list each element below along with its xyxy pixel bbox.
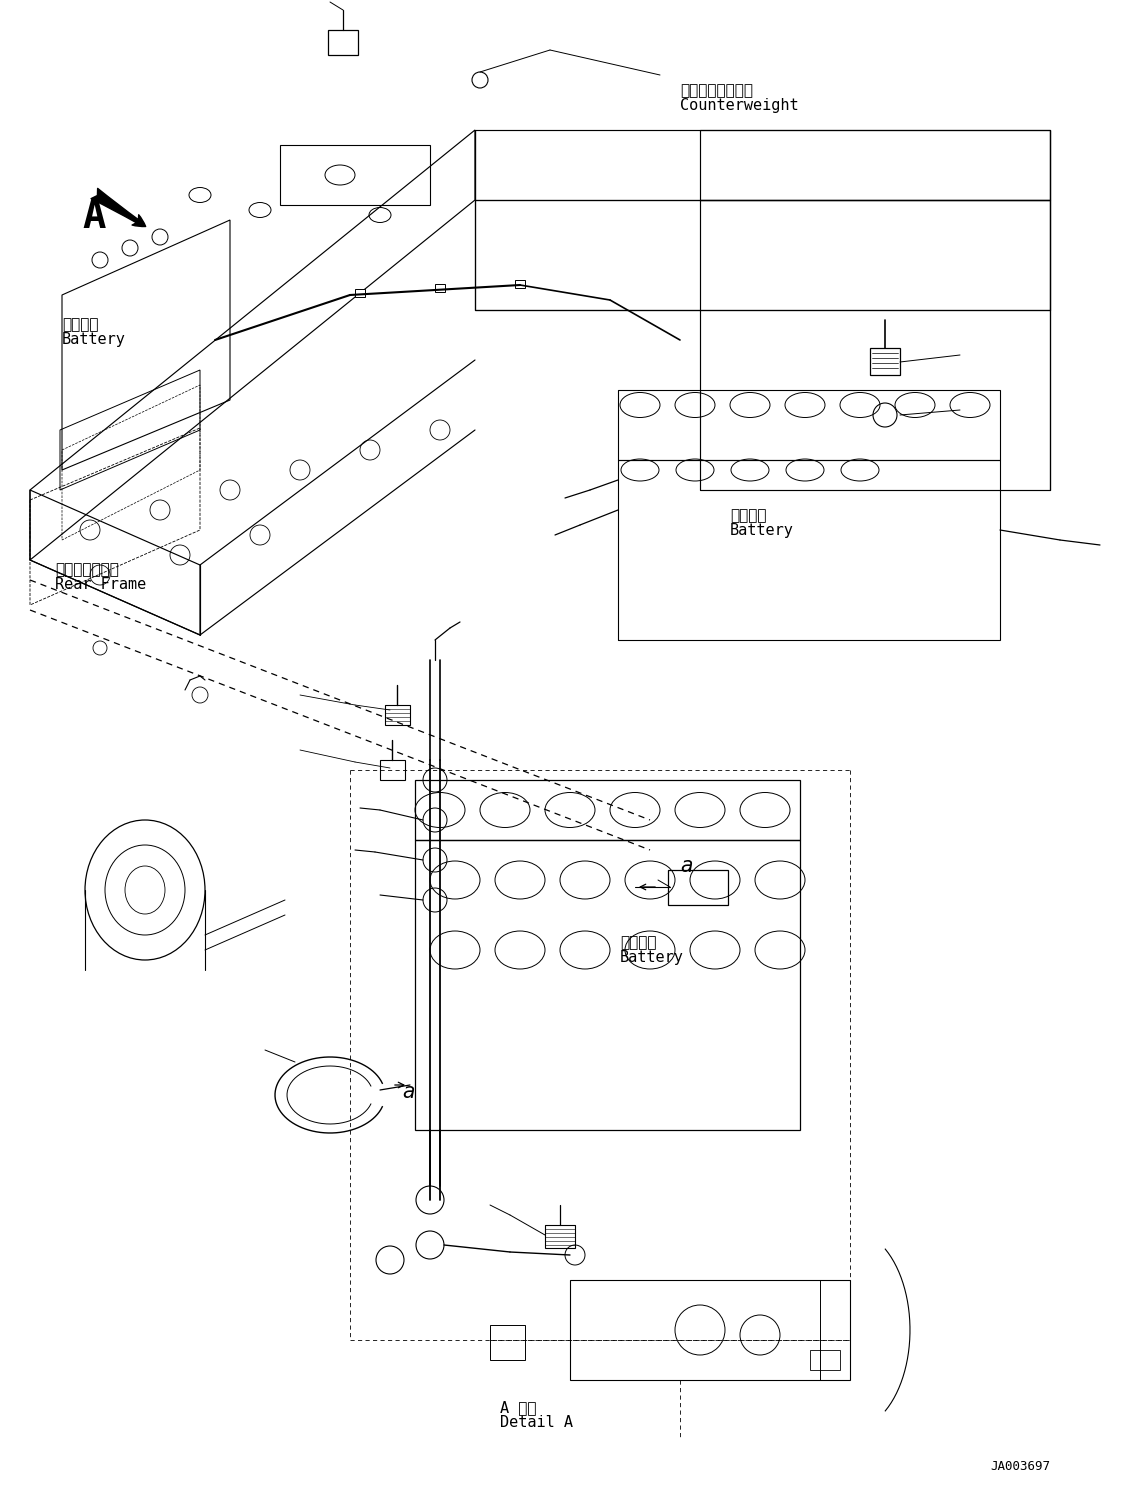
- Text: バッテリ: バッテリ: [62, 318, 98, 332]
- Text: Battery: Battery: [730, 523, 794, 538]
- Polygon shape: [379, 760, 405, 780]
- Polygon shape: [545, 1226, 575, 1248]
- FancyBboxPatch shape: [355, 289, 365, 297]
- Text: Battery: Battery: [620, 950, 684, 965]
- FancyBboxPatch shape: [435, 283, 445, 292]
- Text: a: a: [402, 1082, 415, 1102]
- Text: A: A: [82, 198, 105, 236]
- Text: リヤーフレーム: リヤーフレーム: [55, 562, 119, 577]
- Text: a: a: [680, 856, 693, 877]
- Text: Rear Frame: Rear Frame: [55, 577, 146, 592]
- Text: Detail A: Detail A: [499, 1415, 573, 1430]
- Text: カウンタウェイト: カウンタウェイト: [680, 83, 753, 98]
- Polygon shape: [870, 347, 900, 376]
- Text: JA003697: JA003697: [990, 1460, 1050, 1473]
- Text: Counterweight: Counterweight: [680, 98, 799, 113]
- Text: A 詳細: A 詳細: [499, 1400, 536, 1415]
- Text: Battery: Battery: [62, 332, 126, 347]
- Text: バッテリ: バッテリ: [730, 508, 767, 523]
- Polygon shape: [385, 705, 410, 725]
- Text: バッテリ: バッテリ: [620, 935, 656, 950]
- FancyBboxPatch shape: [515, 280, 525, 288]
